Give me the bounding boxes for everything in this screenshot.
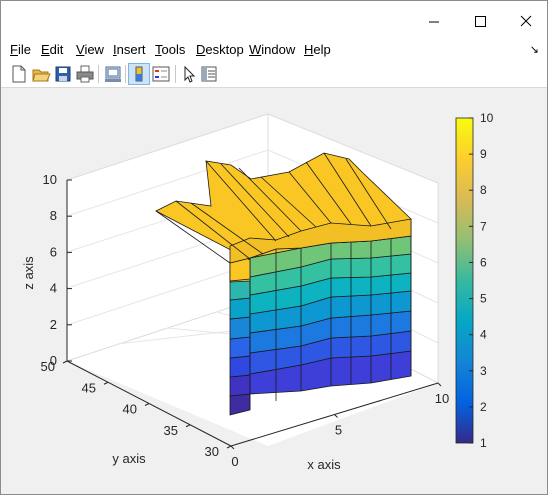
wall-front-left xyxy=(229,259,251,416)
menu-view[interactable]: View xyxy=(76,42,104,57)
legend-toggle-icon xyxy=(152,66,170,82)
x-axis-ticks: 0 5 10 xyxy=(230,382,449,469)
x-tick-label: 0 xyxy=(231,454,238,469)
top-stripes xyxy=(155,152,392,264)
menu-insert[interactable]: Insert xyxy=(113,42,146,57)
menu-window[interactable]: Window xyxy=(249,42,296,57)
colorbar-tick-label: 2 xyxy=(480,400,487,414)
legend-toggle-button[interactable] xyxy=(151,64,171,84)
edit-plot-icon xyxy=(184,65,196,83)
surface-top xyxy=(155,152,412,282)
y-tick-mark xyxy=(185,424,191,428)
y-tick-label: 35 xyxy=(164,423,178,438)
toolbar-separator xyxy=(125,65,126,83)
close-icon xyxy=(520,15,532,27)
colorbar-tick-label: 10 xyxy=(480,111,494,125)
menu-help[interactable]: Help xyxy=(304,42,331,57)
colorbar-tick-label: 7 xyxy=(480,219,487,233)
title-bar xyxy=(1,1,547,41)
colorbar-toggle-icon xyxy=(135,66,143,82)
new-figure-icon xyxy=(12,65,26,83)
maximize-button[interactable] xyxy=(457,1,503,41)
figure-toolbar xyxy=(1,61,547,88)
toolbar-separator xyxy=(98,65,99,83)
print-icon xyxy=(76,65,94,83)
x-tick-mark xyxy=(334,414,338,418)
save-button[interactable] xyxy=(53,64,73,84)
z-tick-label: 10 xyxy=(43,172,57,187)
link-plot-button[interactable] xyxy=(103,64,123,84)
z-tick-label: 0 xyxy=(50,353,57,368)
colorbar-ticks: 1 2 3 4 5 6 7 8 9 10 xyxy=(469,111,494,450)
print-button[interactable] xyxy=(75,64,95,84)
new-figure-button[interactable] xyxy=(9,64,29,84)
x-tick-mark xyxy=(230,445,235,450)
colorbar-tick-label: 9 xyxy=(480,147,487,161)
colorbar-tick-label: 5 xyxy=(480,292,487,306)
colorbar-tick-label: 3 xyxy=(480,364,487,378)
minimize-icon xyxy=(429,21,439,23)
figure-canvas: 0 2 4 6 8 10 30 35 40 45 50 0 5 10 z axis y axis x … xyxy=(1,88,547,494)
open-file-icon xyxy=(32,69,51,82)
x-tick-mark xyxy=(437,382,442,387)
colorbar[interactable]: 1 2 3 4 5 6 7 8 9 10 xyxy=(455,111,494,450)
z-axis-ticks: 0 2 4 6 8 10 xyxy=(43,172,72,368)
maximize-icon xyxy=(475,16,486,27)
minimize-button[interactable] xyxy=(411,1,457,41)
open-file-button[interactable] xyxy=(31,64,51,84)
y-axis-label: y axis xyxy=(112,451,146,466)
save-icon xyxy=(55,66,71,82)
colorbar-toggle-button[interactable] xyxy=(128,63,150,85)
menu-file[interactable]: File xyxy=(10,42,31,57)
dock-figure-button[interactable]: ↘ xyxy=(529,44,539,56)
z-tick-label: 2 xyxy=(50,317,57,332)
menu-bar: File Edit View Insert Tools Desktop Wind… xyxy=(1,41,547,61)
y-tick-mark xyxy=(144,403,150,406)
colorbar-gradient xyxy=(455,117,474,444)
menu-desktop[interactable]: Desktop xyxy=(196,42,244,57)
z-axis-label: z axis xyxy=(21,256,36,290)
menu-edit[interactable]: Edit xyxy=(41,42,64,57)
z-tick-label: 6 xyxy=(50,244,57,259)
y-tick-mark xyxy=(62,360,68,364)
x-tick-label: 10 xyxy=(435,391,449,406)
colorbar-tick-label: 6 xyxy=(480,255,487,269)
property-inspector-icon xyxy=(201,66,217,82)
y-tick-label: 45 xyxy=(82,380,96,395)
colorbar-tick-label: 1 xyxy=(480,436,487,450)
edit-plot-button[interactable] xyxy=(179,64,199,84)
link-plot-icon xyxy=(105,66,121,82)
y-tick-mark xyxy=(103,381,109,385)
y-axis-ticks: 30 35 40 45 50 xyxy=(41,359,232,459)
x-tick-label: 5 xyxy=(335,423,342,438)
z-tick-label: 4 xyxy=(50,281,57,296)
colorbar-tick-label: 8 xyxy=(480,183,487,197)
menu-tools[interactable]: Tools xyxy=(155,42,186,57)
z-tick-label: 8 xyxy=(50,208,57,223)
y-tick-label: 40 xyxy=(123,402,137,417)
surface-plot xyxy=(155,152,412,416)
y-tick-label: 30 xyxy=(205,444,219,459)
close-button[interactable] xyxy=(503,1,549,41)
x-axis-label: x axis xyxy=(307,457,341,472)
y-tick-label: 50 xyxy=(41,359,55,374)
colorbar-tick-label: 4 xyxy=(480,328,487,342)
property-inspector-button[interactable] xyxy=(199,64,219,84)
toolbar-separator xyxy=(175,65,176,83)
y-tick-mark xyxy=(226,445,232,449)
